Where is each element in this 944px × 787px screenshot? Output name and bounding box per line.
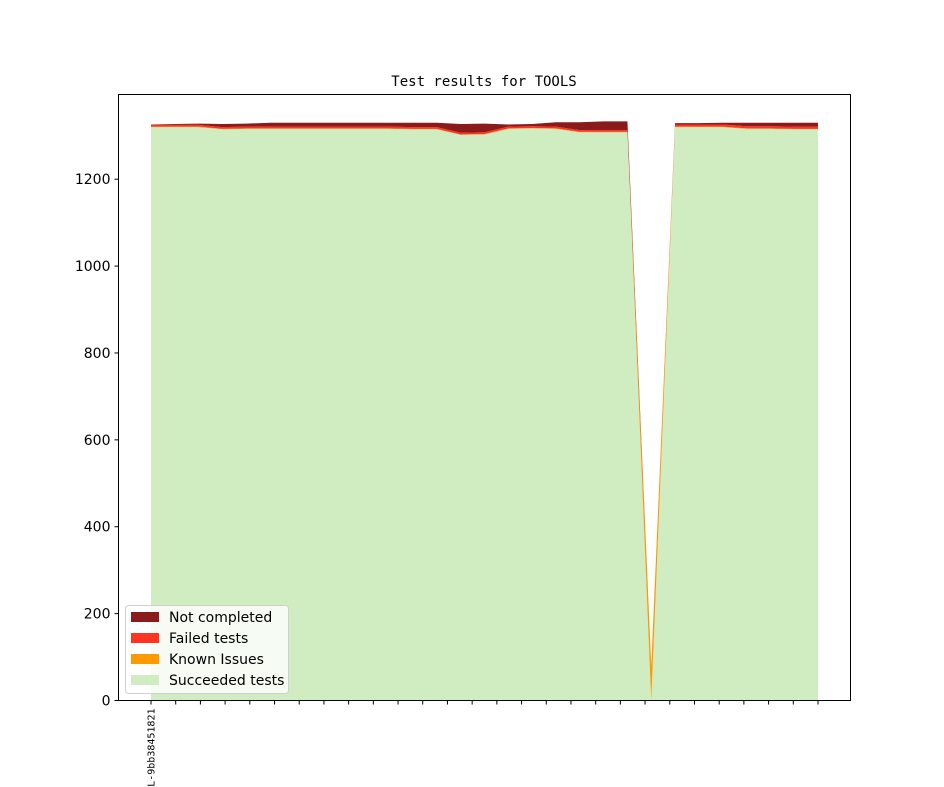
legend-swatch xyxy=(131,654,159,664)
plot-frame xyxy=(118,94,851,701)
legend: Not completed Failed tests Known Issues Suc… xyxy=(125,605,289,694)
chart-title: Test results for TOOLS xyxy=(391,74,576,90)
x-tick-label: L-9bb38451821 xyxy=(147,709,158,787)
legend-swatch xyxy=(131,675,159,685)
y-tick-label: 1000 xyxy=(75,259,111,275)
y-tick-label: 800 xyxy=(84,346,111,362)
y-tick-label: 600 xyxy=(84,433,111,449)
area-succeeded-tests xyxy=(151,127,818,701)
legend-box xyxy=(125,605,289,694)
y-axis: 0 200 400 600 800 1000 1200 xyxy=(75,172,119,710)
x-axis: L-9bb38451821 xyxy=(147,700,819,787)
y-tick-label: 0 xyxy=(102,694,111,710)
legend-swatch xyxy=(131,612,159,622)
y-tick-label: 1200 xyxy=(75,172,111,188)
legend-label: Not completed xyxy=(169,610,272,626)
legend-swatch xyxy=(131,633,159,643)
y-tick-label: 400 xyxy=(84,520,111,536)
legend-label: Known Issues xyxy=(169,652,264,668)
legend-label: Succeeded tests xyxy=(169,673,284,689)
stacked-areas xyxy=(151,121,818,701)
y-tick-label: 200 xyxy=(84,607,111,623)
legend-label: Failed tests xyxy=(169,631,248,647)
